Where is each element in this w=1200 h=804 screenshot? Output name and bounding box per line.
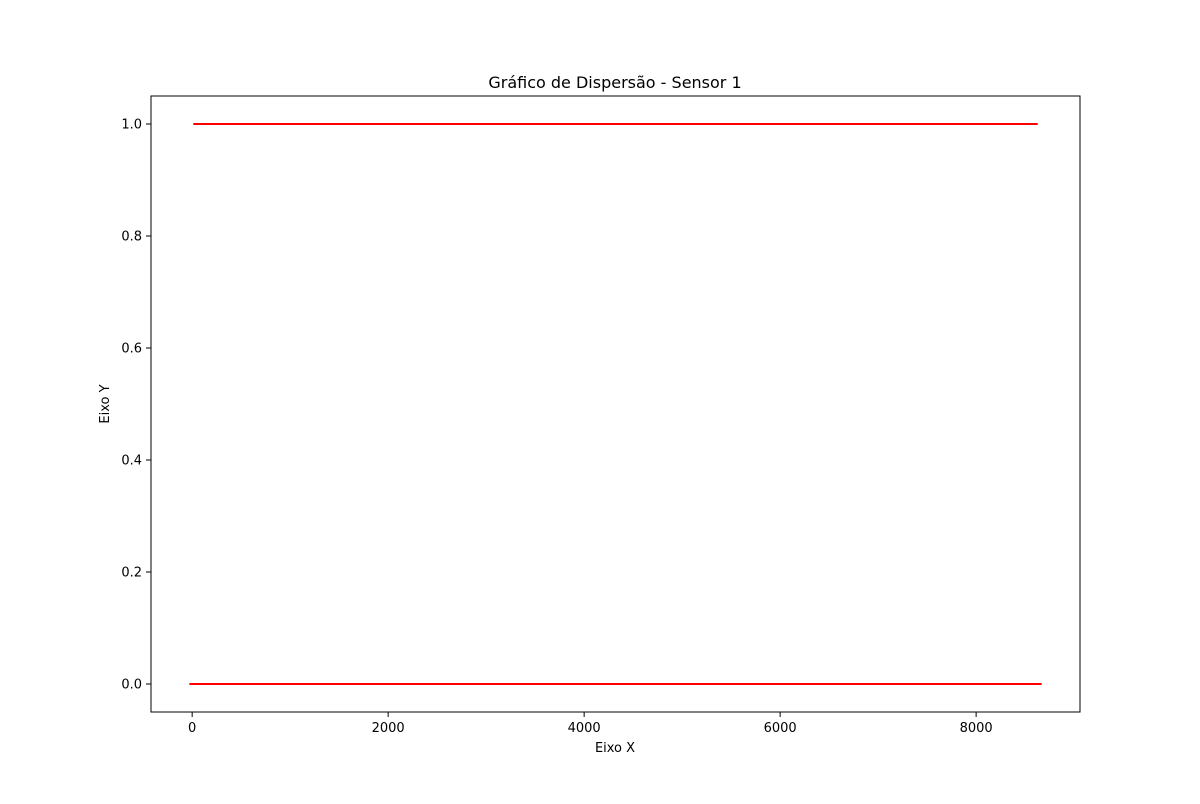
- x-tick-label: 6000: [764, 721, 797, 736]
- y-tick-label: 0.0: [121, 678, 142, 693]
- x-tick-label: 0: [188, 721, 196, 736]
- y-axis-label: Eixo Y: [98, 384, 113, 423]
- plot-area: [150, 95, 1081, 713]
- x-axis-label: Eixo X: [595, 741, 635, 756]
- x-tick-label: 4000: [568, 721, 601, 736]
- y-tick-label: 0.2: [121, 566, 142, 581]
- y-tick-label: 0.8: [121, 230, 142, 245]
- y-tick-label: 1.0: [121, 118, 142, 133]
- data-marks: [189, 123, 1042, 685]
- y-axis: 0.0 0.2 0.4 0.6 0.8 1.0: [121, 118, 151, 693]
- x-axis: 0 2000 4000 6000 8000: [188, 712, 993, 736]
- chart-title: Gráfico de Dispersão - Sensor 1: [488, 73, 741, 92]
- y-tick-label: 0.4: [121, 454, 142, 469]
- x-tick-label: 2000: [372, 721, 405, 736]
- y-tick-label: 0.6: [121, 342, 142, 357]
- x-tick-label: 8000: [960, 721, 993, 736]
